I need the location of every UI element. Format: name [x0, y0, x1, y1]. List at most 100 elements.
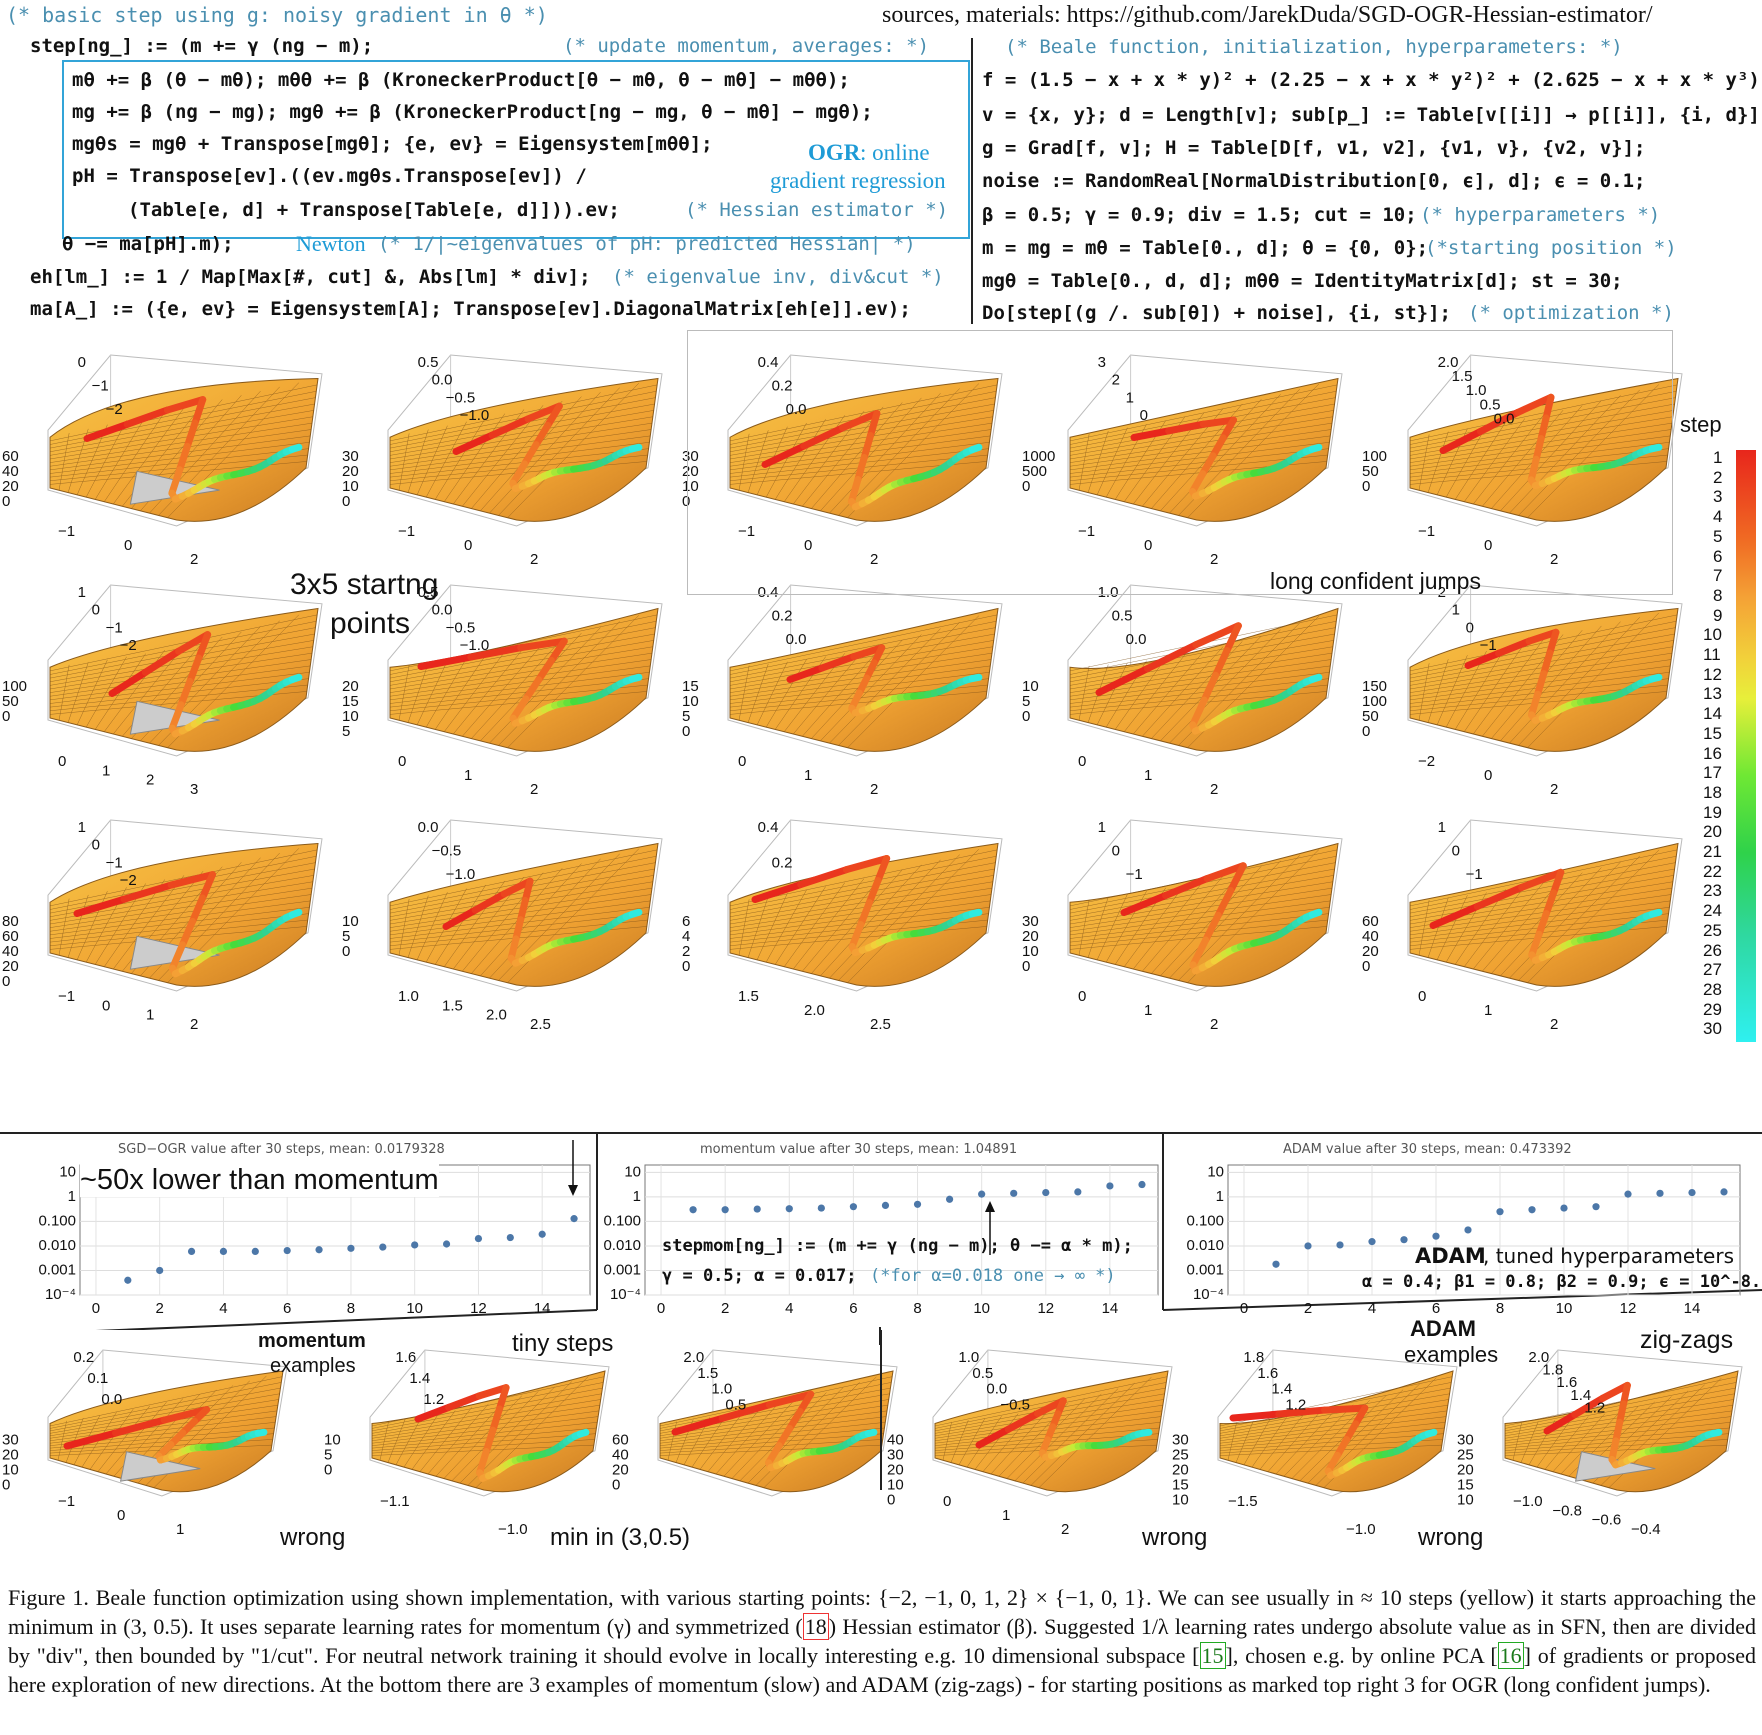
data-point [1592, 1203, 1600, 1211]
caption-ref-16[interactable]: 16 [1497, 1642, 1524, 1669]
x-tick-label: 8 [1496, 1300, 1504, 1317]
tick-label-y: 1.4 [1570, 1387, 1591, 1404]
tick-label-y: 0.1 [87, 1370, 108, 1387]
trajectory-segment [1214, 886, 1235, 919]
data-point [721, 1206, 729, 1214]
tick-label-z: 0 [1022, 958, 1030, 975]
long-jumps-label: long confident jumps [1270, 568, 1481, 594]
code-line-ph: pH = Transpose[ev].((ev.mgθs.Transpose[e… [72, 165, 587, 187]
y-tick-label: 0.001 [38, 1261, 76, 1278]
caption-ref-18[interactable]: 18 [802, 1613, 829, 1640]
data-point [945, 1195, 954, 1203]
tick-label-y: 0.2 [772, 378, 793, 395]
trajectory-segment [254, 1428, 268, 1437]
tick-label-z: 25 [1457, 1447, 1474, 1464]
trajectory-segment [1203, 862, 1247, 883]
x-tick-label: 4 [219, 1300, 227, 1317]
tick-label-z: 10 [324, 1432, 341, 1449]
caption-ref-15[interactable]: 15 [1199, 1642, 1226, 1669]
trajectory-segment [509, 460, 529, 487]
data-point [506, 1233, 514, 1242]
sources-link[interactable]: sources, materials: https://github.com/J… [882, 2, 1653, 28]
tick-label-y: 0.2 [772, 854, 793, 871]
code-line-do: Do[step[(g /. sub[θ]) + noise], {i, st}]… [982, 302, 1451, 324]
tick-label-x: 0 [943, 1493, 951, 1510]
trajectory-segment [1528, 930, 1543, 959]
tick-label-z: 0 [612, 1477, 620, 1494]
tick-label-x: −2 [1418, 753, 1435, 770]
data-point [1138, 1180, 1146, 1189]
tick-label-z: 60 [2, 448, 19, 465]
legend-step-19: 19 [1703, 802, 1722, 822]
tick-label-y: 0.0 [432, 602, 453, 619]
legend-step-28: 28 [1703, 979, 1722, 999]
data-point [1496, 1208, 1504, 1216]
tick-label-x: 0 [58, 753, 66, 770]
tick-label-y: 0.5 [1112, 608, 1133, 625]
trajectory-segment [288, 908, 303, 919]
ogr-code-box [62, 60, 970, 239]
y-tick-label: 10⁻⁴ [45, 1286, 76, 1303]
tick-label-z: 15 [1172, 1477, 1189, 1494]
tick-label-z: 20 [1172, 1462, 1189, 1479]
legend-step-29: 29 [1703, 999, 1722, 1019]
tick-label-y: 0 [78, 354, 86, 371]
trajectory-segment [1532, 435, 1545, 463]
tick-label-z: 150 [1362, 678, 1387, 695]
tick-label-y: 1.6 [395, 1349, 416, 1366]
data-point [124, 1276, 132, 1284]
tick-label-z: 20 [612, 1462, 629, 1479]
tick-label-y: 0 [1140, 407, 1148, 424]
trajectory-segment [628, 908, 643, 918]
tick-label-z: 30 [682, 448, 699, 465]
x-tick-label: 4 [1368, 1300, 1376, 1317]
caption-part-3: ], chosen e.g. by online PCA [ [1225, 1643, 1498, 1668]
tick-label-x: 1 [1144, 767, 1152, 784]
trajectory-segment [1525, 628, 1560, 645]
trajectory-segment [123, 406, 171, 428]
trajectory-segment [761, 442, 808, 468]
tick-label-x: 1 [804, 767, 812, 784]
data-point [219, 1247, 228, 1255]
tick-label-z: 0 [2, 973, 10, 990]
tick-label-y: 2 [1112, 372, 1120, 389]
tick-label-y: −1 [1126, 866, 1143, 883]
legend-step-10: 10 [1703, 625, 1722, 645]
tick-label-y: 0.4 [758, 584, 779, 601]
code-line-mtheta: mθ += β (θ − mθ); mθθ += β (KroneckerPro… [72, 69, 850, 91]
surface [1504, 1370, 1739, 1493]
trajectory-segment [288, 673, 303, 684]
trajectory-segment [1464, 649, 1503, 669]
momentum-code-2: γ = 0.5; α = 0.017; [662, 1266, 857, 1286]
trajectory-segment [1537, 414, 1550, 443]
trajectory-segment [628, 673, 643, 683]
trajectory-segment [522, 676, 543, 703]
trajectory-segment [1546, 628, 1560, 657]
tick-label-y: 0.2 [73, 1349, 94, 1366]
tick-label-z: 100 [1362, 448, 1387, 465]
data-point [251, 1247, 259, 1255]
x-tick-label: 10 [1556, 1300, 1573, 1317]
tick-label-x: −1 [58, 523, 75, 540]
trajectory-segment [848, 920, 865, 950]
tick-label-z: 30 [887, 1447, 904, 1464]
tick-label-z: 20 [2, 478, 19, 495]
trajectory-segment [1709, 1428, 1723, 1437]
tick-label-x: 0 [1144, 537, 1152, 554]
x-tick-label: 10 [973, 1300, 990, 1317]
tick-label-x: 2 [530, 781, 538, 798]
tick-label-x: 1.0 [398, 988, 419, 1005]
code-line-eh: eh[lm_] := 1 / Map[Max[#, cut] &, Abs[lm… [30, 266, 591, 288]
tick-label-x: 2 [190, 1016, 198, 1033]
tick-label-z: 0 [2, 1477, 10, 1494]
trajectory-segment [488, 415, 532, 439]
tick-label-z: 0 [887, 1492, 895, 1509]
data-point [881, 1201, 890, 1210]
tick-label-z: 10 [887, 1477, 904, 1494]
data-point [570, 1215, 578, 1223]
tick-label-x: −1.0 [1513, 1493, 1543, 1510]
code-line-grad: g = Grad[f, v]; H = Table[D[f, v1, v2], … [982, 137, 1646, 159]
